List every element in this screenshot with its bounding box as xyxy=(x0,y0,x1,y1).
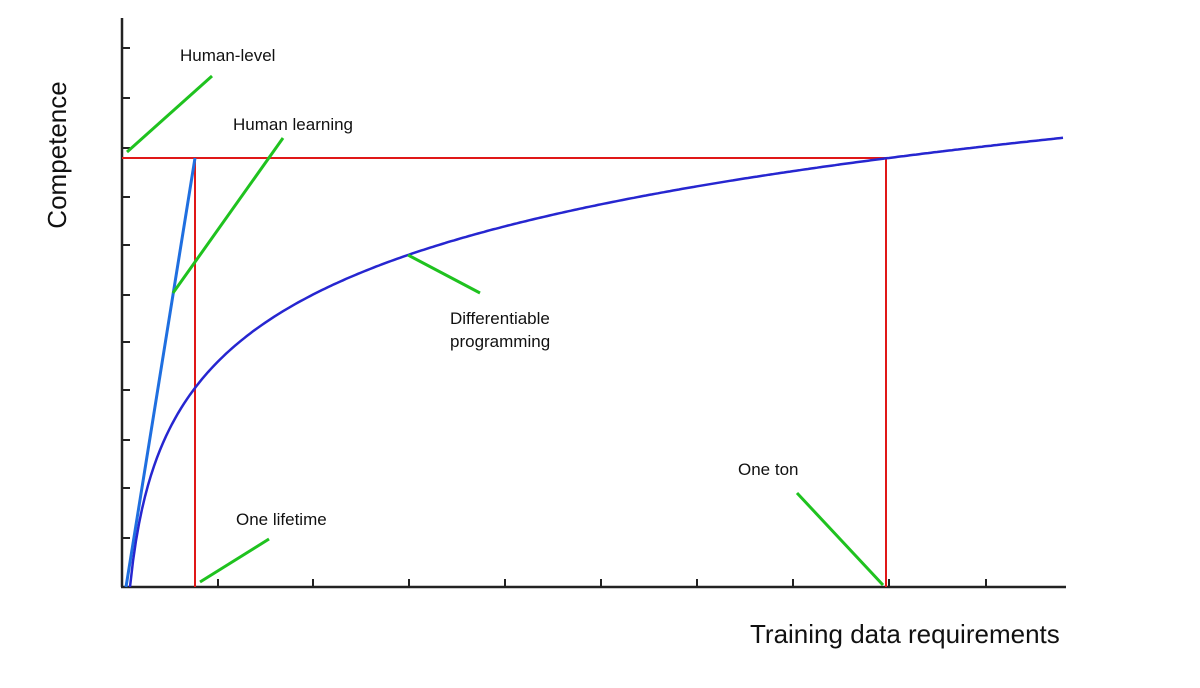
annotation: Differentiable xyxy=(450,309,550,328)
annotation: Human learning xyxy=(233,115,353,134)
pointer xyxy=(199,537,270,584)
pointer xyxy=(171,137,285,294)
human-learning-curve xyxy=(124,157,197,588)
pointer xyxy=(126,74,213,154)
differentiable-programming-curve xyxy=(128,136,1064,588)
pointer xyxy=(795,491,885,587)
ticks xyxy=(122,47,987,587)
pointer xyxy=(407,253,481,295)
annotation: One lifetime xyxy=(236,510,327,529)
x-axis-label: Training data requirements xyxy=(750,619,1060,649)
annotation: One ton xyxy=(738,460,799,479)
y-axis-label: Competence xyxy=(42,81,72,228)
annotation: Human-level xyxy=(180,46,275,65)
annotation: programming xyxy=(450,332,550,351)
